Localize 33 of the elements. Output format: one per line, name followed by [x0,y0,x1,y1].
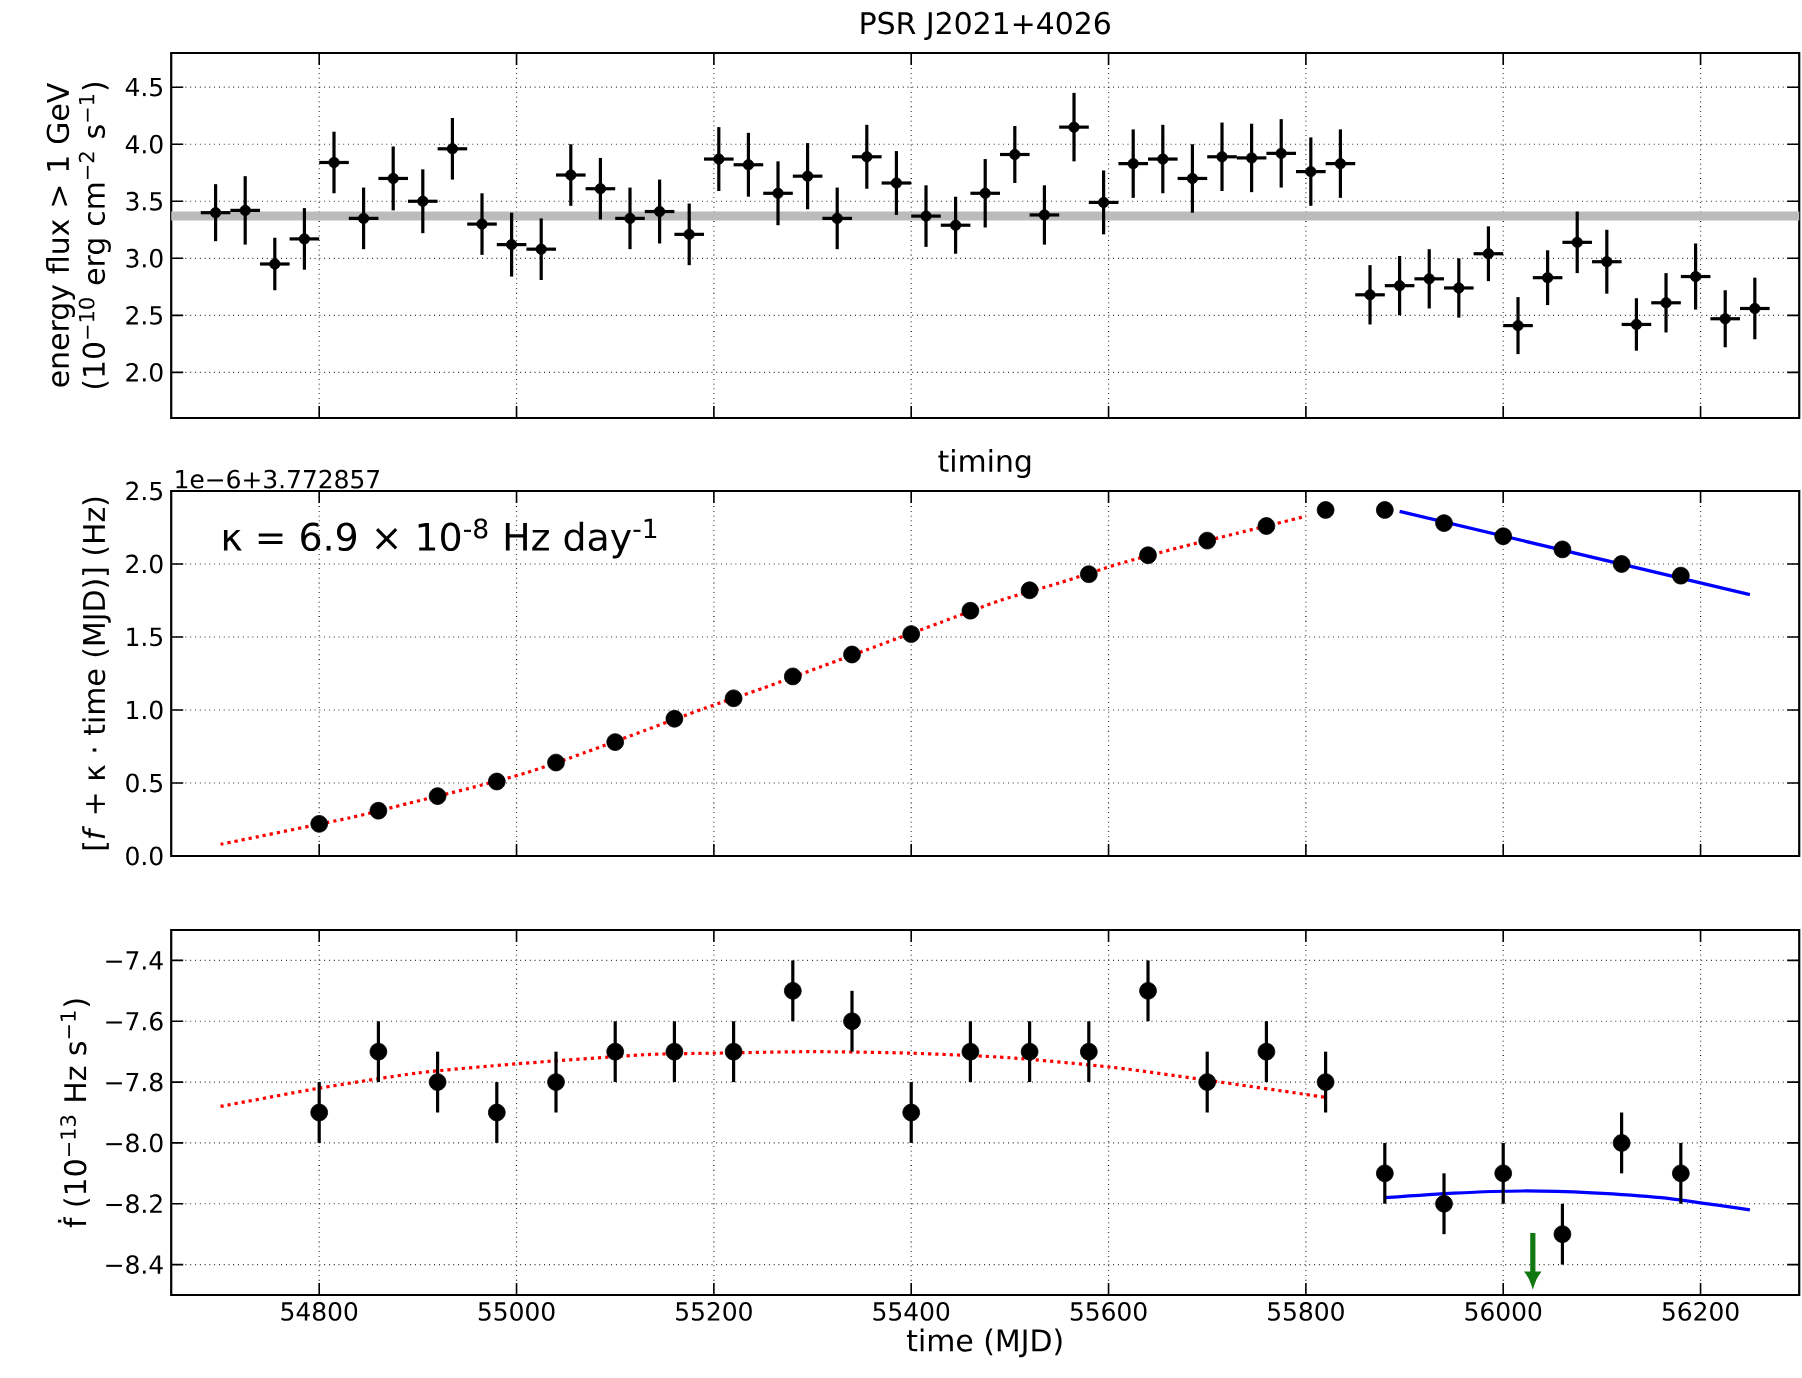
x-tick-label: 56000 [1465,1302,1542,1321]
y-tick-label: −8.4 [106,1255,163,1274]
y-tick-label: 4.5 [125,77,162,97]
y-tick-label: 3.0 [126,248,163,268]
x-tick-label: 55400 [873,1302,950,1321]
text: 1e−6+3.772857 [176,469,380,489]
y-tick-label: 0.5 [126,773,162,793]
x-tick-label: 56200 [1662,1302,1739,1321]
annotation: κ = 6.9 × 10$^{-8}$ Hz day$^{-1}$ [223,518,657,559]
y-tick-label: 2.5 [126,481,162,501]
y-tick-label: 0.0 [126,846,163,866]
x-tick-label: 55000 [478,1302,555,1321]
y-tick-label: 2.5 [126,305,162,325]
y-tick-label: 3.5 [126,191,162,211]
y-tick-label: −8.2 [106,1194,162,1214]
y-tick-label: 2.0 [126,362,163,382]
y-tick-label: 1.5 [127,627,162,647]
x-tick-label: 54800 [281,1302,358,1321]
y-tick-label: −7.8 [106,1072,163,1092]
x-tick-label: 55200 [676,1302,752,1321]
y-axis-title: [f + κ · time (MJD)] (Hz) [82,497,111,850]
y-axis-title: ḟ (10$^{−13}$ Hz s$^{−1}$) [57,999,90,1228]
y-tick-label: 2.0 [126,554,163,574]
x-axis-title: time (MJD) [907,1328,1062,1358]
chart-title: timing [938,449,1031,478]
x-tick-label: 55600 [1070,1302,1147,1321]
y-tick-label: 4.0 [125,134,163,154]
y-tick-label: 1.0 [127,700,163,720]
chart-title: PSR J2021+4026 [861,11,1110,40]
x-tick-label: 55800 [1268,1302,1344,1321]
y-tick-label: −7.6 [106,1011,163,1031]
y-tick-label: −7.4 [106,951,163,970]
y-tick-label: −8.0 [106,1133,163,1153]
